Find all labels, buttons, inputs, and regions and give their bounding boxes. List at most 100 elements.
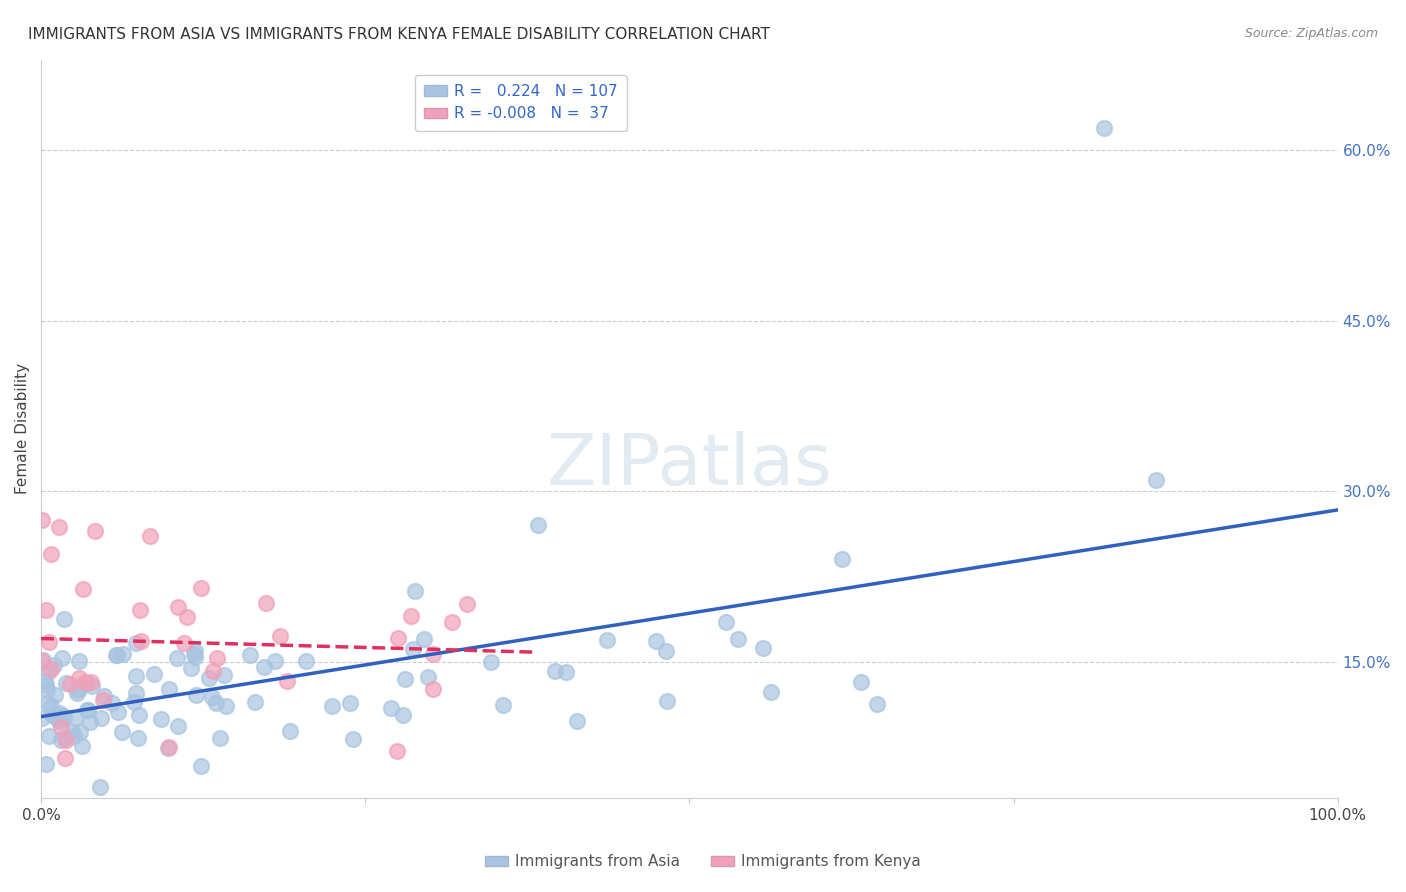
Point [44,688,66,702]
Legend: Immigrants from Asia, Immigrants from Kenya: Immigrants from Asia, Immigrants from Ke… [478,848,928,875]
Point [48,706,70,721]
Point [212,668,235,682]
Point [90,711,112,725]
Point [166,719,188,733]
Point [79,675,101,690]
Point [72,582,94,597]
Point [387,632,409,646]
Point [205,697,228,711]
Point [73,674,96,689]
Point [339,696,361,710]
Point [184,649,207,664]
Point [253,660,276,674]
Point [422,681,444,696]
Point [412,632,434,646]
Point [596,633,619,648]
Point [37,696,59,710]
Point [76,676,98,690]
Point [34,673,56,688]
Point [1092,120,1115,135]
Point [59,677,82,691]
Text: IMMIGRANTS FROM ASIA VS IMMIGRANTS FROM KENYA FEMALE DISABILITY CORRELATION CHAR: IMMIGRANTS FROM ASIA VS IMMIGRANTS FROM … [28,27,770,42]
Point [31,654,53,668]
Point [166,651,188,665]
Point [32,653,55,667]
Point [276,673,298,688]
Point [127,731,149,745]
Point [48,714,70,728]
Point [254,596,277,610]
Point [76,703,98,717]
Point [51,711,73,725]
Point [714,615,737,629]
Point [166,600,188,615]
Point [418,671,440,685]
Point [243,695,266,709]
Point [35,603,58,617]
Point [70,739,93,754]
Point [52,711,75,725]
Point [49,732,72,747]
Point [183,647,205,661]
Point [38,664,60,678]
Point [183,644,205,658]
Point [380,701,402,715]
Point [294,654,316,668]
Point [49,720,72,734]
Point [727,632,749,647]
Point [139,529,162,543]
Point [112,647,135,661]
Point [544,664,567,678]
Point [125,685,148,699]
Point [53,751,76,765]
Point [66,682,89,697]
Point [209,731,232,745]
Point [128,707,150,722]
Point [65,711,87,725]
Point [385,744,408,758]
Point [342,731,364,746]
Point [101,696,124,710]
Point [41,708,63,723]
Point [107,706,129,720]
Point [128,603,150,617]
Text: Source: ZipAtlas.com: Source: ZipAtlas.com [1244,27,1378,40]
Point [42,657,65,672]
Point [759,685,782,699]
Point [555,665,578,679]
Point [66,686,89,700]
Point [79,715,101,730]
Point [38,635,60,649]
Point [176,609,198,624]
Point [751,641,773,656]
Point [51,707,73,722]
Point [440,615,463,630]
Point [35,756,58,771]
Point [456,597,478,611]
Point [77,703,100,717]
Point [45,709,67,723]
Point [184,688,207,702]
Point [38,729,60,743]
Point [1144,473,1167,487]
Point [173,635,195,649]
Text: ZIPatlas: ZIPatlas [547,431,832,500]
Point [69,725,91,739]
Point [263,654,285,668]
Point [51,651,73,665]
Point [142,667,165,681]
Point [39,547,62,561]
Point [105,648,128,662]
Point [190,581,212,595]
Point [402,641,425,656]
Point [129,634,152,648]
Point [644,633,666,648]
Point [567,714,589,728]
Point [215,699,238,714]
Point [122,695,145,709]
Point [198,671,221,685]
Point [404,584,426,599]
Point [89,780,111,794]
Point [91,693,114,707]
Point [394,672,416,686]
